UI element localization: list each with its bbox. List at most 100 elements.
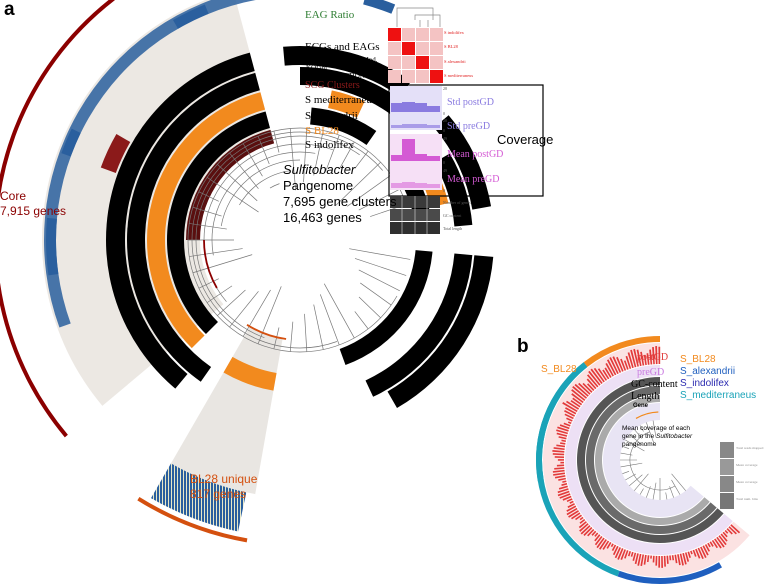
postgd-spike — [557, 459, 565, 461]
postgd-spike — [690, 550, 693, 555]
tree-edge — [242, 143, 263, 177]
postgd-spike — [593, 367, 605, 383]
scale-tick: 49 — [443, 168, 447, 173]
pangenome-rings — [42, 0, 494, 532]
postgd-spike — [583, 527, 593, 536]
coverage-title: Coverage — [497, 132, 554, 147]
postgd-spike — [728, 526, 737, 535]
tree-edge — [629, 434, 643, 446]
postgd-spike — [625, 355, 632, 369]
side-label-1: Total reads mapped — [736, 446, 764, 450]
tree-edge — [206, 285, 233, 303]
tree-edge — [354, 258, 407, 276]
genome-segment — [328, 90, 365, 118]
unique-branch — [246, 324, 287, 340]
unique-arc — [137, 496, 248, 543]
legend-alexandrii: S_alexandrii — [680, 366, 736, 377]
postgd-spike — [716, 536, 725, 548]
cog20-label: COG20 FUNCTION — [306, 72, 365, 80]
genome-segment — [365, 253, 473, 397]
tree-edge — [622, 446, 630, 449]
center-genus: Sulfitobacter — [283, 162, 356, 177]
postgd-spike — [594, 532, 599, 537]
tree-edge — [354, 150, 369, 169]
postgd-spike — [643, 354, 647, 366]
tree-edge — [217, 164, 258, 202]
core-title: Core — [0, 189, 27, 203]
postgd-spike — [609, 357, 619, 375]
postgd-spike — [596, 537, 605, 549]
genome-segment — [146, 92, 266, 349]
tree-edge — [620, 462, 643, 468]
dendrogram — [187, 127, 411, 353]
tree-edge — [639, 425, 644, 432]
note-line3: pangenome — [622, 441, 657, 448]
side-label-3: Mean coverage — [736, 480, 758, 484]
tree-edge — [229, 152, 259, 189]
scale-tick: 0 — [443, 111, 445, 116]
postgd-spike — [568, 510, 579, 518]
postgd-spike — [579, 516, 584, 521]
gc-content-label: GC-content — [631, 379, 678, 390]
postgd-spike — [658, 346, 661, 365]
tree-branch — [191, 131, 384, 349]
genome-segment — [434, 115, 492, 210]
postgd-spike — [571, 512, 581, 520]
heatmap-cell — [402, 56, 415, 69]
pregd-label: preGD — [637, 367, 665, 378]
genome-arc — [535, 362, 620, 577]
tree-edge — [313, 130, 324, 176]
std-pregd-label: Std preGD — [447, 121, 491, 132]
tree-edge — [358, 296, 381, 319]
tree-edge — [347, 174, 392, 207]
s-indolifex-label: S indolifex — [305, 139, 354, 151]
tree-edge — [304, 313, 308, 352]
heatmap-cell — [416, 70, 429, 83]
tree-edge — [206, 177, 259, 213]
postgd-spike — [605, 363, 614, 377]
tree-branch — [220, 159, 301, 227]
eag-ratio-label: EAG Ratio — [305, 9, 355, 21]
heatmap-cell — [430, 42, 443, 55]
pregd-ring — [565, 364, 733, 555]
postgd-spike — [579, 523, 589, 532]
postgd-spike — [702, 545, 709, 556]
tree-edge — [671, 479, 681, 495]
length-ring — [586, 386, 717, 534]
tree-edge — [625, 439, 645, 452]
std-postgd-label: Std postGD — [447, 97, 494, 108]
heatmap-label-indolifex: S indolifex — [444, 30, 464, 35]
s-alexandrii-label: S alexandrii — [305, 110, 358, 122]
tree-edge — [303, 128, 308, 183]
tree-edge — [335, 161, 381, 206]
heatmap-label-alexandrii: S alexandrii — [444, 59, 466, 64]
postgd-spike — [704, 544, 711, 552]
inner-ring — [603, 403, 704, 517]
genome-segment — [339, 250, 433, 365]
postgd-spike — [604, 367, 612, 378]
genome-segment — [106, 52, 255, 389]
bar-label-gc-content: GC content — [443, 213, 462, 218]
postgd-spike — [726, 528, 733, 535]
postgd-spike — [559, 424, 570, 430]
tree-edge — [639, 488, 644, 495]
postgd-spike — [677, 554, 681, 566]
legend-bl28: S_BL28 — [680, 354, 716, 365]
postgd-spike — [563, 422, 571, 427]
postgd-spike — [636, 349, 642, 367]
postgd-spike — [661, 555, 664, 568]
postgd-spike — [556, 432, 568, 437]
heatmap-cell — [388, 70, 401, 83]
postgd-spike — [606, 359, 617, 376]
tree-edge — [634, 473, 649, 491]
postgd-spike — [565, 407, 577, 415]
postgd-spike — [554, 467, 565, 470]
postgd-spike — [572, 385, 588, 399]
scale-tick: 49 — [443, 136, 447, 141]
tree-edge — [622, 471, 630, 474]
tree-edge — [358, 188, 400, 211]
postgd-spike — [565, 400, 580, 410]
postgd-spike — [663, 555, 666, 567]
tree-edge — [273, 327, 280, 349]
ecgs-eags-label: ECGs and EAGs — [305, 41, 380, 53]
